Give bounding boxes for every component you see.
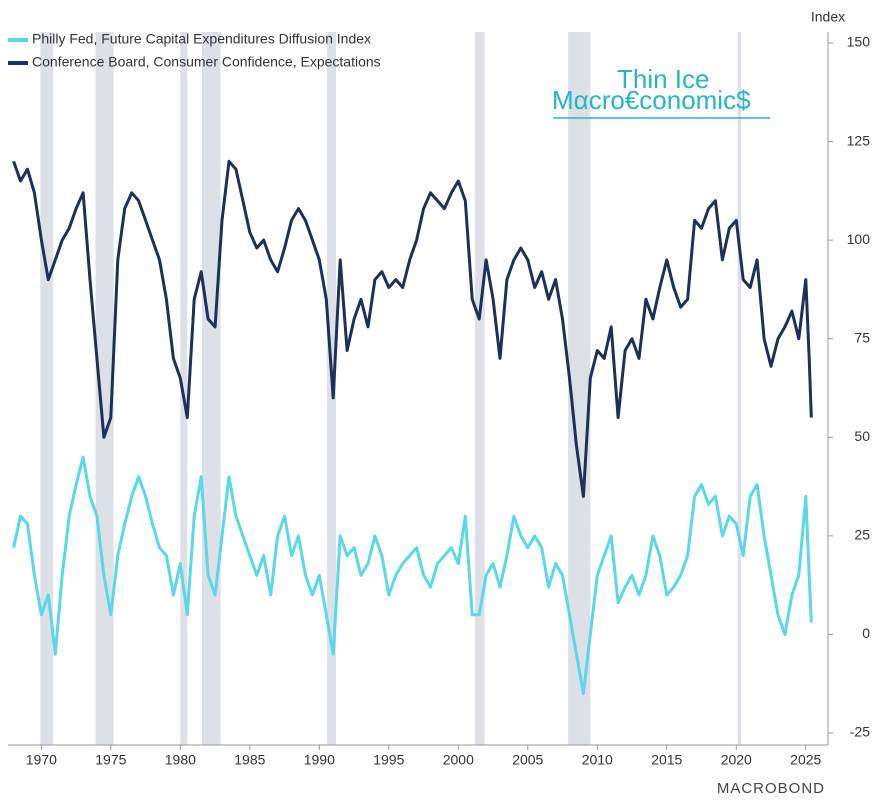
recession-band	[474, 32, 485, 745]
legend-label: Conference Board, Consumer Confidence, E…	[32, 54, 381, 70]
y-tick-label: 150	[847, 34, 871, 50]
legend-label: Philly Fed, Future Capital Expenditures …	[32, 31, 371, 47]
y-tick-label: 25	[854, 527, 870, 543]
recession-band	[568, 32, 591, 745]
y-tick-label: 75	[854, 329, 870, 345]
x-tick-label: 2000	[443, 752, 474, 768]
source-logo: MACROBOND	[717, 780, 825, 797]
series-line	[12, 159, 813, 498]
y-tick-label: -25	[850, 724, 870, 740]
recession-band	[95, 32, 114, 745]
x-tick-label: 1975	[95, 752, 126, 768]
y-tick-label: 50	[854, 428, 870, 444]
x-tick-label: 2020	[721, 752, 752, 768]
y-tick-label: 125	[847, 132, 871, 148]
x-tick-label: 1980	[165, 752, 196, 768]
recession-band	[201, 32, 221, 745]
series-line	[12, 455, 813, 696]
y-tick-label: 100	[847, 231, 871, 247]
recession-band	[737, 32, 742, 745]
y-tick-label: 0	[862, 625, 870, 641]
x-tick-label: 1990	[304, 752, 335, 768]
y-axis-title: Index	[811, 9, 845, 25]
x-tick-label: 2005	[512, 752, 543, 768]
logo-line2: Mαcro€conomic$	[552, 85, 751, 115]
x-tick-label: 1970	[26, 752, 57, 768]
x-tick-label: 1995	[373, 752, 404, 768]
x-tick-label: 2015	[651, 752, 682, 768]
x-tick-label: 1985	[234, 752, 265, 768]
recession-band	[180, 32, 188, 745]
logo-line1: Thin Ice	[617, 64, 710, 94]
x-tick-label: 2025	[790, 752, 821, 768]
x-tick-label: 2010	[582, 752, 613, 768]
recession-band	[40, 32, 54, 745]
